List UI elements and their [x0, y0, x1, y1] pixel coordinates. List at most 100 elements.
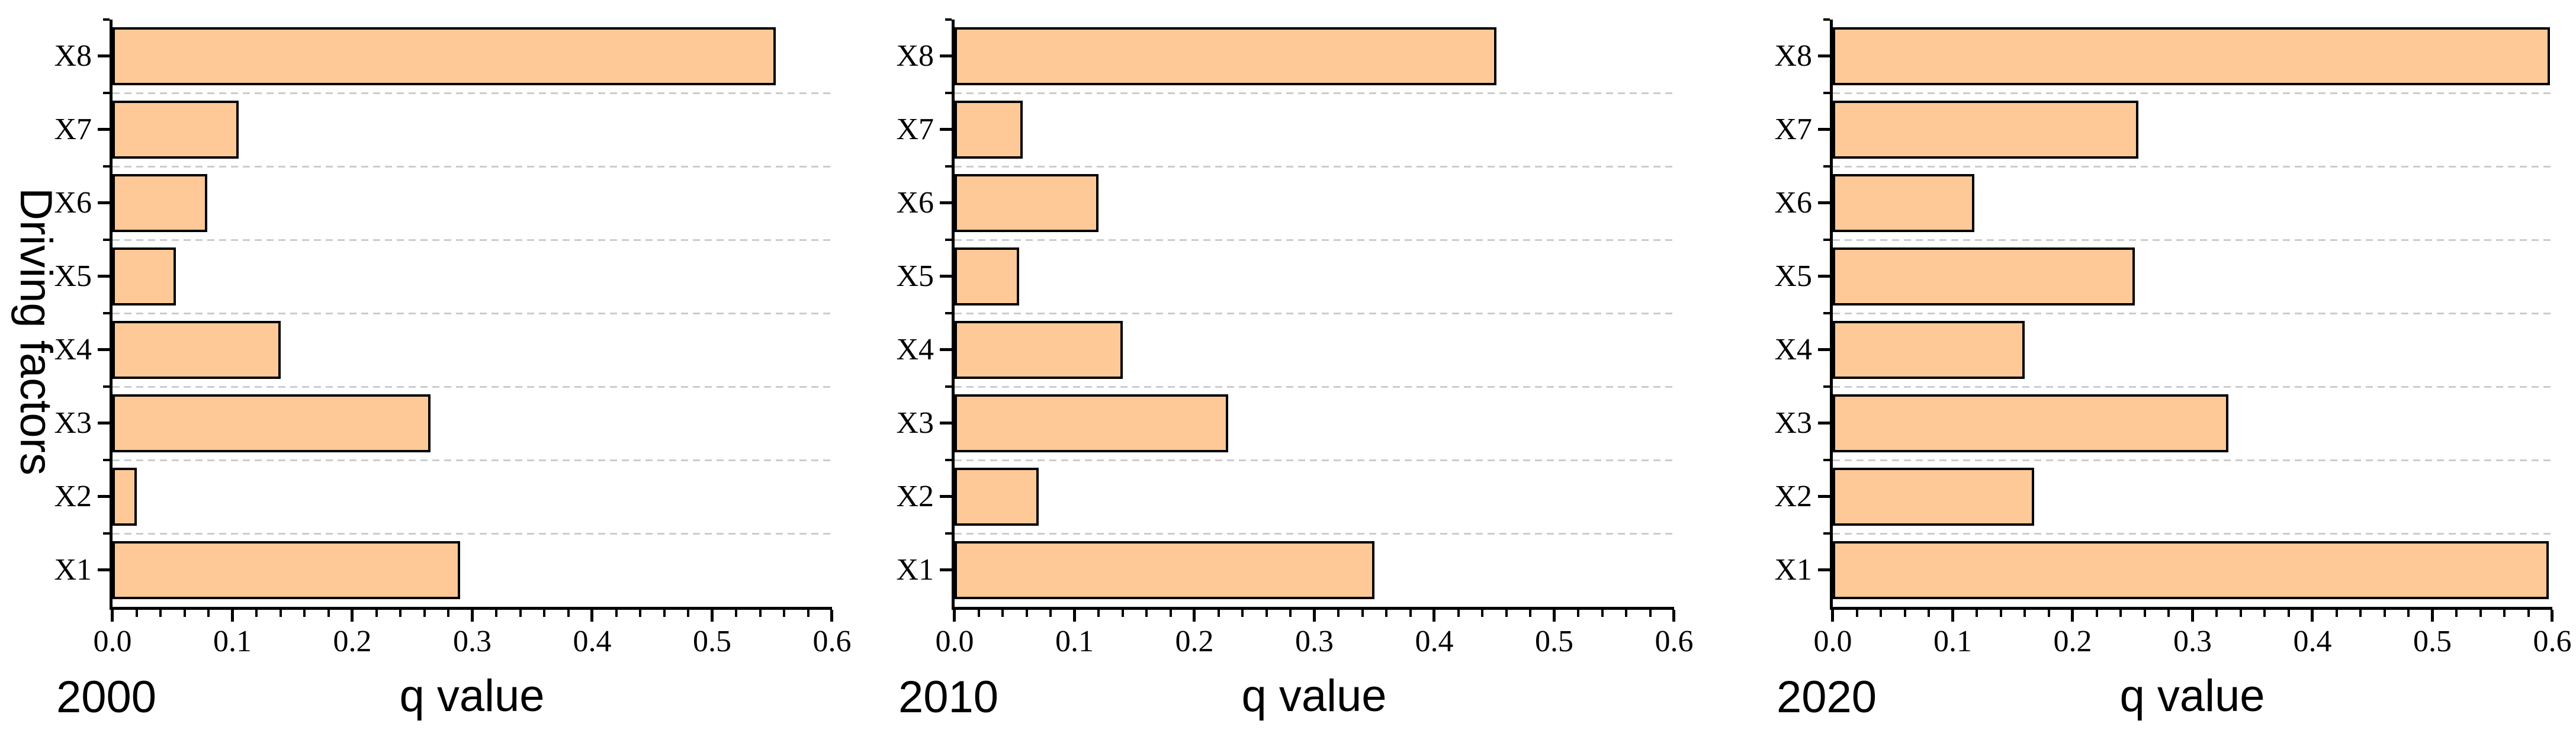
x-minor-tick	[783, 610, 785, 617]
x-minor-tick	[327, 610, 330, 617]
x-minor-tick	[1049, 610, 1052, 617]
bar-2000-X7	[113, 101, 239, 159]
x-major-tick	[2430, 610, 2434, 622]
y-minor-tick	[945, 459, 952, 461]
y-tick-label-X7: X7	[896, 112, 934, 146]
x-minor-tick	[303, 610, 306, 617]
x-tick-label: 0.2	[1175, 625, 1214, 658]
x-minor-tick	[2455, 610, 2458, 617]
x-tick-label: 0.4	[2293, 625, 2332, 658]
x-tick-label: 0.3	[2173, 625, 2212, 658]
y-axis	[110, 20, 113, 610]
bar-2000-X2	[113, 468, 137, 526]
y-minor-tick	[1823, 165, 1830, 168]
y-tick-label-X5: X5	[1774, 259, 1812, 293]
category-gridline	[1833, 92, 2552, 94]
y-minor-tick	[1823, 239, 1830, 241]
x-tick-label: 0.5	[2413, 625, 2452, 658]
y-minor-tick	[945, 239, 952, 241]
x-minor-tick	[2023, 610, 2026, 617]
x-minor-tick	[1928, 610, 1930, 617]
bar-2000-X1	[113, 541, 460, 599]
y-minor-tick	[103, 459, 110, 461]
y-major-tick	[98, 568, 110, 571]
y-tick-label-X2: X2	[896, 480, 934, 513]
y-minor-tick	[1823, 18, 1830, 21]
x-tick-label: 0.5	[693, 625, 731, 658]
y-minor-tick	[945, 18, 952, 21]
x-minor-tick	[639, 610, 641, 617]
y-tick-label-X4: X4	[896, 333, 934, 366]
bar-2010-X8	[955, 27, 1496, 85]
y-tick-label-X3: X3	[54, 406, 92, 440]
x-minor-tick	[1217, 610, 1220, 617]
x-minor-tick	[1880, 610, 1882, 617]
x-minor-tick	[2143, 610, 2146, 617]
bar-2020-X3	[1833, 394, 2228, 452]
y-tick-label-X3: X3	[1774, 406, 1812, 440]
bar-2000-X3	[113, 394, 431, 452]
y-tick-label-X8: X8	[896, 39, 934, 73]
x-minor-tick	[759, 610, 762, 617]
y-major-tick	[1818, 128, 1830, 131]
y-major-tick	[940, 275, 952, 278]
x-tick-label: 0.5	[1535, 625, 1573, 658]
x-minor-tick	[2335, 610, 2338, 617]
x-major-tick	[1552, 610, 1556, 622]
category-gridline	[113, 313, 832, 314]
y-major-tick	[1818, 422, 1830, 425]
x-minor-tick	[687, 610, 689, 617]
x-major-tick	[1432, 610, 1435, 622]
x-major-tick	[953, 610, 956, 622]
category-gridline	[955, 533, 1674, 535]
y-minor-tick	[1823, 385, 1830, 388]
x-minor-tick	[1385, 610, 1387, 617]
bar-2020-X8	[1833, 27, 2550, 85]
y-tick-label-X2: X2	[1774, 480, 1812, 513]
x-tick-label: 0.6	[2533, 625, 2572, 658]
x-major-tick	[1312, 610, 1316, 622]
y-major-tick	[1818, 568, 1830, 571]
x-minor-tick	[1001, 610, 1004, 617]
x-minor-tick	[977, 610, 980, 617]
y-tick-label-X8: X8	[1774, 39, 1812, 73]
bar-2010-X5	[955, 247, 1019, 305]
y-major-tick	[940, 495, 952, 498]
x-major-tick	[1831, 610, 1834, 622]
x-minor-tick	[447, 610, 449, 617]
x-minor-tick	[2527, 610, 2530, 617]
category-gridline	[1833, 533, 2552, 535]
x-tick-label: 0.2	[333, 625, 372, 658]
x-tick-label: 0.1	[1933, 625, 1972, 658]
bar-2020-X5	[1833, 247, 2135, 305]
bar-2010-X1	[955, 541, 1374, 599]
x-major-tick	[1193, 610, 1196, 622]
x-minor-tick	[375, 610, 378, 617]
y-tick-label-X4: X4	[1774, 333, 1812, 366]
bar-2020-X6	[1833, 174, 1974, 232]
x-major-tick	[590, 610, 593, 622]
x-minor-tick	[1097, 610, 1100, 617]
y-minor-tick	[103, 385, 110, 388]
x-minor-tick	[255, 610, 258, 617]
x-minor-tick	[615, 610, 618, 617]
category-gridline	[113, 166, 832, 168]
category-gridline	[955, 166, 1674, 168]
x-minor-tick	[1855, 610, 1858, 617]
bar-2000-X4	[113, 321, 281, 379]
x-minor-tick	[735, 610, 737, 617]
y-tick-label-X6: X6	[1774, 186, 1812, 220]
y-minor-tick	[1823, 459, 1830, 461]
x-minor-tick	[1265, 610, 1268, 617]
x-minor-tick	[1577, 610, 1579, 617]
x-axis-title: q value	[2119, 671, 2265, 721]
x-minor-tick	[135, 610, 138, 617]
x-major-tick	[2190, 610, 2194, 622]
x-major-tick	[2071, 610, 2074, 622]
x-minor-tick	[1976, 610, 1978, 617]
x-minor-tick	[399, 610, 402, 617]
y-tick-label-X6: X6	[54, 186, 92, 220]
x-minor-tick	[1145, 610, 1148, 617]
x-tick-label: 0.0	[1813, 625, 1852, 658]
